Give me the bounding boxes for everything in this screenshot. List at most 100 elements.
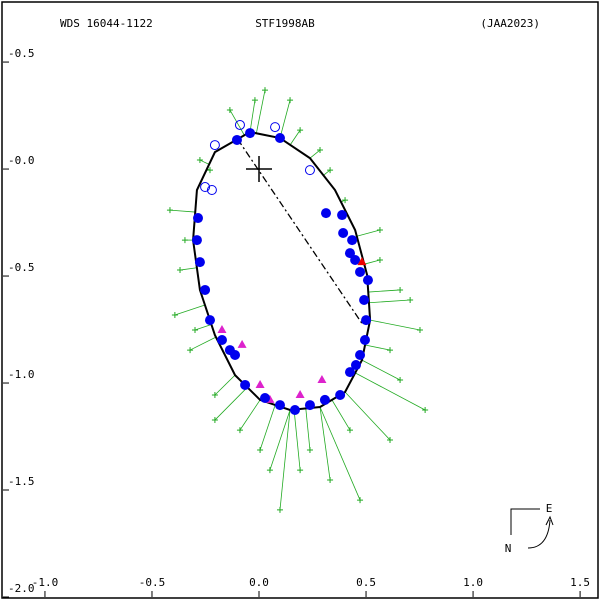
- measure-dot: [274, 133, 285, 144]
- x-tick-label: 1.5: [570, 576, 590, 589]
- measure-plus: [357, 497, 364, 504]
- measure-plus: [226, 106, 233, 113]
- measure-dot: [191, 235, 202, 246]
- residual: [370, 319, 421, 331]
- measure-plus: [211, 392, 218, 399]
- residual: [305, 408, 311, 451]
- measure-plus: [422, 406, 429, 413]
- residual: [319, 406, 331, 481]
- annotation: (JAA2023): [480, 17, 540, 30]
- residual: [194, 324, 212, 331]
- measure-plus: [206, 167, 213, 174]
- residual: [309, 149, 321, 159]
- measure-dot: [231, 134, 242, 145]
- measure-dot: [359, 295, 370, 305]
- measure-triangle: [255, 379, 265, 388]
- measure-dot: [355, 349, 366, 360]
- residual: [214, 387, 248, 421]
- residual: [364, 259, 381, 265]
- measure-plus: [196, 157, 203, 164]
- measure-dot: [204, 315, 215, 326]
- chart-title: STF1998AB: [255, 17, 315, 30]
- measure-plus: [416, 326, 423, 333]
- measure-plus: [257, 446, 264, 453]
- measure-dot: [304, 400, 315, 411]
- measure-dot: [344, 367, 355, 378]
- residual: [239, 399, 261, 431]
- y-tick-label: -1.5: [8, 475, 35, 488]
- measure-plus: [266, 467, 273, 474]
- measure-dot: [350, 254, 361, 265]
- measure-plus: [251, 97, 258, 104]
- measure-plus: [397, 377, 404, 384]
- residual: [259, 404, 276, 451]
- residual: [174, 304, 206, 316]
- measure-dot: [361, 315, 372, 326]
- residual: [229, 109, 245, 136]
- measure-dot: [355, 266, 366, 277]
- compass-arrowhead: [545, 515, 554, 526]
- measure-triangle: [357, 257, 367, 266]
- subtitle: WDS 16044-1122: [60, 17, 153, 30]
- measure-triangle: [237, 339, 247, 348]
- measure-plus: [346, 427, 353, 434]
- measure-triangle: [217, 324, 227, 333]
- residual: [279, 409, 291, 510]
- measure-dot: [337, 210, 348, 221]
- orbit: [192, 131, 372, 412]
- measure-dot: [338, 228, 349, 239]
- measure-dot: [350, 360, 361, 371]
- measure-plus: [297, 127, 304, 134]
- residual: [293, 409, 301, 471]
- residual: [356, 229, 381, 237]
- measure-plus: [306, 446, 313, 453]
- measure-open: [200, 182, 211, 193]
- x-tick-label: -0.5: [139, 576, 166, 589]
- measure-plus: [236, 427, 243, 434]
- x-tick-label: 0.5: [356, 576, 376, 589]
- x-tick-label: -1.0: [32, 576, 59, 589]
- y-tick-label: -1.0: [8, 368, 35, 381]
- measure-plus: [387, 436, 394, 443]
- residual: [361, 359, 401, 381]
- measure-open: [206, 185, 217, 196]
- measure-dot: [274, 400, 285, 411]
- measure-triangle: [317, 375, 327, 384]
- measure-plus: [317, 147, 324, 154]
- residual: [355, 372, 426, 411]
- residual: [323, 169, 331, 176]
- measure-plus: [211, 417, 218, 424]
- y-tick-label: -0.5: [8, 47, 35, 60]
- measure-plus: [376, 227, 383, 234]
- measure-dot: [245, 128, 256, 139]
- measure-dot: [200, 284, 211, 295]
- measure-open: [209, 140, 220, 151]
- measure-plus: [387, 347, 394, 354]
- residual: [368, 299, 411, 304]
- measure-dot: [359, 335, 370, 346]
- y-tick-label: -0.5: [8, 261, 35, 274]
- measure-plus: [262, 87, 269, 94]
- residual: [364, 344, 391, 351]
- measure-plus: [192, 326, 199, 333]
- measure-plus: [407, 297, 414, 303]
- primary-star: [246, 156, 273, 183]
- residual: [331, 399, 351, 431]
- measure-plus: [166, 207, 173, 214]
- measure-plus: [181, 237, 188, 244]
- measure-dot: [347, 235, 358, 246]
- residual: [214, 374, 236, 396]
- measure-plus: [376, 256, 383, 263]
- measure-dot: [194, 257, 205, 268]
- residual: [319, 406, 361, 501]
- measure-dot: [224, 345, 235, 356]
- residual: [289, 129, 301, 146]
- compass-arrow: [527, 519, 551, 549]
- measure-plus: [327, 167, 334, 174]
- measure-open: [304, 165, 315, 176]
- residual: [199, 159, 210, 165]
- x-tick-label: 1.0: [463, 576, 483, 589]
- measure-plus: [177, 267, 184, 274]
